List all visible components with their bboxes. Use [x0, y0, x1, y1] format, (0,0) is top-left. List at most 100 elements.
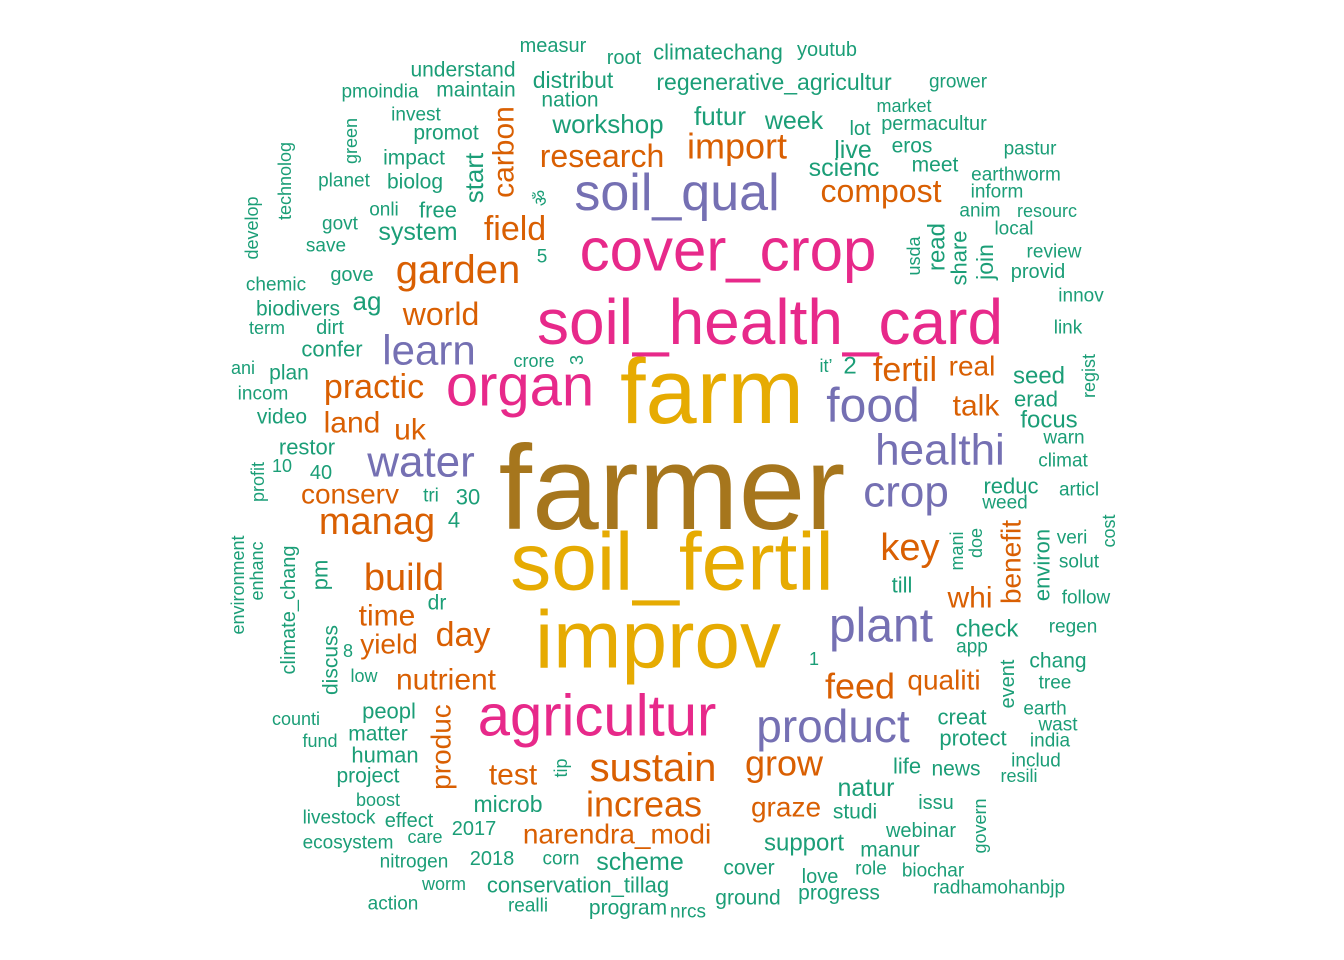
word-produc: produc	[426, 704, 457, 790]
word-key: key	[880, 527, 939, 569]
word-qualiti: qualiti	[907, 665, 980, 696]
word-soil-fertil: soil_fertil	[510, 517, 834, 608]
word-tip: tip	[551, 758, 571, 777]
word-livestock: livestock	[303, 808, 376, 829]
word-resourc: resourc	[1017, 201, 1077, 221]
word-product: product	[756, 700, 910, 752]
word-weed: weed	[981, 493, 1027, 514]
word-technolog: technolog	[275, 142, 295, 220]
word-pmoindia: pmoindia	[341, 82, 419, 103]
word-counti: counti	[272, 709, 320, 729]
word-measur: measur	[520, 35, 587, 57]
word-8: 8	[343, 641, 353, 661]
word-invest: invest	[391, 105, 441, 126]
word-research: research	[540, 138, 665, 174]
word-nitrogen: nitrogen	[380, 852, 449, 873]
word-food: food	[826, 380, 919, 433]
word-understand: understand	[410, 59, 515, 82]
word-free: free	[419, 198, 457, 223]
word-focus: focus	[1020, 407, 1077, 434]
word-talk: talk	[953, 390, 1001, 423]
word-solut: solut	[1059, 552, 1100, 573]
word-regist: regist	[1079, 354, 1099, 398]
word-crore: crore	[513, 351, 554, 371]
word-yield: yield	[360, 629, 418, 660]
word-review: review	[1027, 242, 1082, 263]
word-real: real	[949, 351, 996, 382]
word-plant: plant	[829, 600, 933, 653]
word-practic: practic	[324, 368, 424, 406]
word-biochar: biochar	[902, 861, 965, 882]
word-program: program	[589, 897, 667, 920]
word-biodivers: biodivers	[256, 298, 340, 321]
word-sustain: sustain	[590, 746, 717, 790]
word-climate-chang: climate_chang	[278, 546, 300, 675]
word-includ: includ	[1011, 751, 1061, 772]
word-organ: organ	[446, 354, 594, 419]
word-low: low	[350, 666, 378, 686]
word-anim: anim	[959, 201, 1000, 222]
word-agricultur: agricultur	[478, 684, 717, 749]
word-provid: provid	[1011, 261, 1065, 283]
word-farm: farm	[620, 341, 804, 443]
word-compost: compost	[821, 173, 942, 209]
word-2018: 2018	[470, 848, 515, 870]
word-boost: boost	[356, 790, 400, 810]
word-land: land	[324, 407, 381, 440]
word-farmer: farmer	[499, 421, 846, 555]
word-join: join	[972, 244, 998, 281]
word-30: 30	[456, 485, 480, 510]
word-inform: inform	[971, 182, 1024, 203]
word-action: action	[368, 894, 419, 915]
word-develop: develop	[242, 196, 262, 259]
word-environment: environment	[228, 535, 248, 634]
word-onli: onli	[369, 200, 399, 221]
word-love: love	[802, 866, 839, 888]
word-garden: garden	[396, 248, 521, 292]
word-regen: regen	[1049, 617, 1098, 638]
word-green: green	[341, 118, 361, 164]
word-life: life	[893, 754, 921, 779]
word-environ: environ	[1030, 529, 1055, 601]
word-protect: protect	[939, 726, 1006, 751]
word-fund: fund	[302, 731, 337, 751]
word-increas: increas	[586, 784, 702, 825]
word-biolog: biolog	[387, 171, 443, 194]
word-discuss: discuss	[320, 625, 343, 695]
word-scienc: scienc	[809, 154, 880, 182]
word-issu: issu	[918, 792, 954, 814]
word-3: 3	[567, 355, 587, 365]
word-grower: grower	[929, 72, 988, 93]
word-day: day	[436, 616, 491, 654]
word-regenerative-agricultur: regenerative_agricultur	[656, 69, 892, 95]
word-gove: gove	[330, 264, 373, 286]
word-10: 10	[272, 456, 292, 476]
word-permacultur: permacultur	[881, 113, 987, 135]
word-scheme: scheme	[596, 848, 684, 876]
word-uk: uk	[394, 414, 427, 447]
word-soil-health-card: soil_health_card	[537, 286, 1003, 358]
word-plan: plan	[269, 362, 309, 385]
word-support: support	[764, 830, 844, 857]
word-ecosystem: ecosystem	[303, 833, 394, 854]
word-time: time	[359, 600, 416, 633]
word-climatechang: climatechang	[653, 40, 783, 65]
word-confer: confer	[301, 337, 362, 362]
word-ag: ag	[353, 286, 382, 316]
word-worm: worm	[421, 874, 466, 894]
word-nation: nation	[541, 89, 598, 112]
word-mani: mani	[947, 531, 967, 570]
word-start: start	[459, 152, 489, 203]
word-india: india	[1030, 731, 1071, 752]
word-chang: chang	[1029, 650, 1086, 673]
word-graze: graze	[751, 792, 821, 823]
word-healthi: healthi	[875, 426, 1005, 475]
word-manur: manur	[860, 839, 920, 862]
word-term: term	[249, 318, 285, 338]
word-manag: manag	[319, 501, 435, 543]
word-till: till	[892, 573, 913, 598]
word-meet: meet	[912, 154, 959, 177]
word-video: video	[257, 406, 307, 429]
word-nutrient: nutrient	[396, 664, 497, 697]
word-40: 40	[310, 462, 332, 484]
